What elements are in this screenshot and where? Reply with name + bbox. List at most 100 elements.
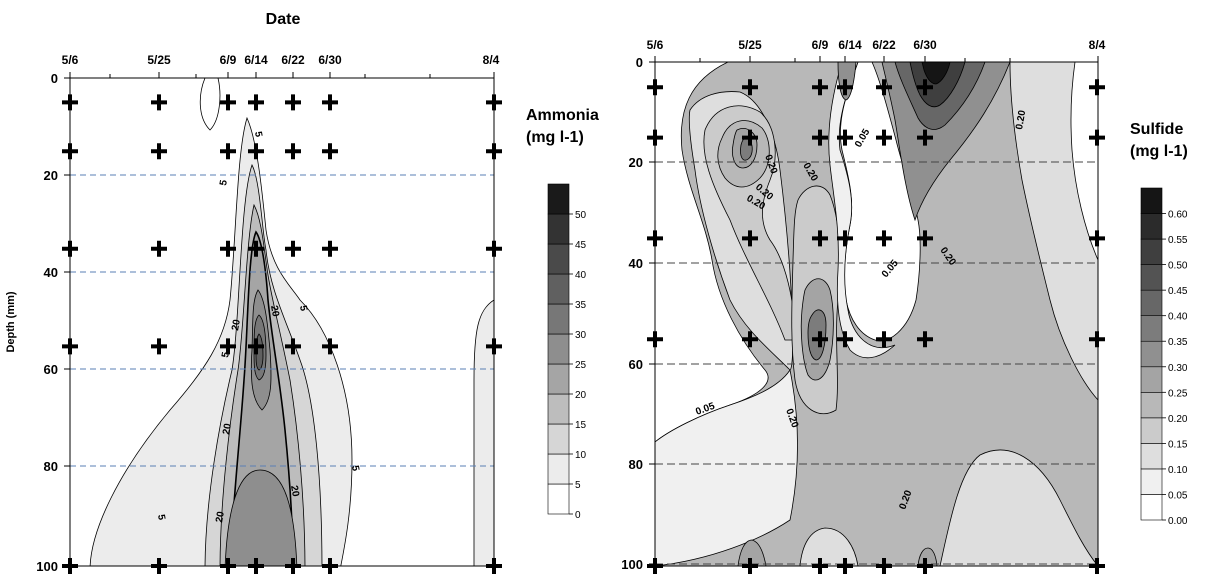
sample-marker — [322, 240, 338, 257]
colorbar-label: 0.45 — [1168, 286, 1188, 297]
sample-marker — [151, 240, 167, 257]
sample-marker — [812, 558, 828, 574]
x-tick-label: 6/30 — [913, 38, 937, 52]
colorbar-swatch — [1140, 366, 1163, 393]
colorbar-label: 35 — [575, 300, 587, 311]
sample-marker — [486, 558, 502, 574]
contour-label: 5 — [349, 465, 361, 473]
sample-marker — [285, 338, 301, 355]
y-tick-labels: 0 20 40 60 80 100 — [36, 71, 58, 574]
colorbar-label: 50 — [575, 210, 587, 221]
sample-marker — [647, 129, 663, 146]
x-axis-top: 5/6 5/25 6/9 6/14 6/22 6/30 8/4 — [647, 38, 1106, 62]
y-tick-label: 60 — [44, 362, 58, 377]
sample-marker — [486, 338, 502, 355]
sample-marker — [151, 558, 167, 574]
colorbar-swatch — [547, 483, 570, 515]
colorbar-label: 0.50 — [1168, 261, 1188, 272]
colorbar-swatch — [1140, 340, 1163, 368]
x-tick-label: 5/6 — [62, 53, 79, 67]
contour-label: 20 — [214, 510, 227, 523]
x-tick-label: 6/14 — [244, 53, 268, 67]
contour-label: 5 — [155, 514, 167, 522]
y-tick-label: 60 — [629, 357, 643, 372]
contour-label: 20 — [268, 305, 281, 318]
ammonia-contour-chart: Date 5 5 5 5 5 5 — [5, 11, 599, 574]
colorbar-label: 45 — [575, 240, 587, 251]
sample-marker — [322, 338, 338, 355]
sample-marker — [837, 558, 853, 574]
sample-marker — [151, 94, 167, 111]
y-tick-label: 20 — [44, 168, 58, 183]
sample-marker — [876, 230, 892, 247]
contour-region-right-white — [1070, 62, 1098, 261]
y-axis: 0 20 40 60 80 100 — [621, 55, 655, 572]
sample-marker — [486, 94, 502, 111]
contour-region-bottom-left — [799, 527, 859, 566]
contour-region-bottom-right — [939, 449, 1098, 566]
sample-marker — [220, 94, 236, 111]
sample-marker — [837, 230, 853, 247]
sample-marker — [322, 143, 338, 160]
sample-marker — [876, 331, 892, 348]
sample-marker — [220, 240, 236, 257]
x-tick-label: 6/22 — [872, 38, 896, 52]
colorbar-label: 30 — [575, 330, 587, 341]
colorbar-label: 0.35 — [1168, 337, 1188, 348]
y-tick-label: 80 — [44, 459, 58, 474]
sample-marker — [248, 338, 264, 355]
contour-label: 5 — [297, 305, 309, 313]
sample-marker — [220, 143, 236, 160]
sample-marker — [220, 558, 236, 574]
colorbar-swatch — [547, 423, 570, 455]
sample-marker — [812, 230, 828, 247]
x-tick-label: 6/30 — [318, 53, 342, 67]
sample-marker — [62, 94, 78, 111]
sample-marker — [917, 331, 933, 348]
colorbar-swatch — [1140, 264, 1163, 291]
y-tick-label: 40 — [44, 265, 58, 280]
contour-region-bottom-dark2 — [917, 547, 938, 566]
colorbar-title: Ammonia — [526, 107, 599, 124]
sample-marker — [876, 558, 892, 574]
sample-marker — [486, 143, 502, 160]
sample-marker — [1089, 79, 1105, 96]
sample-marker — [62, 143, 78, 160]
x-tick-label: 6/22 — [281, 53, 305, 67]
colorbar-swatch — [1140, 213, 1163, 240]
colorbar-label: 0.55 — [1168, 235, 1188, 246]
contour-label: 20 — [230, 318, 243, 331]
sample-marker — [248, 143, 264, 160]
colorbar-swatch — [1140, 392, 1163, 419]
contour-labels: 5 5 5 5 5 5 20 20 20 20 20 — [155, 131, 361, 524]
sample-marker — [812, 79, 828, 96]
contour-region-center-035 — [807, 309, 827, 361]
colorbar-swatch — [547, 363, 570, 395]
sulfide-contour-fills — [655, 62, 1098, 566]
y-tick-label: 80 — [629, 457, 643, 472]
contour-region-peak-050 — [909, 62, 966, 108]
contour-label: 5 — [218, 179, 230, 187]
contour-region-005-center — [828, 62, 896, 359]
contour-band-5-right — [473, 299, 494, 566]
colorbar-swatch — [547, 333, 570, 365]
colorbar-label: 10 — [575, 450, 587, 461]
colorbar-label: 0.05 — [1168, 490, 1188, 501]
x-tick-label: 6/9 — [812, 38, 829, 52]
contour-region-left-005 — [655, 368, 798, 566]
sample-markers — [62, 94, 502, 574]
sample-marker — [876, 129, 892, 146]
colorbar-swatch — [547, 183, 570, 215]
sample-marker — [742, 558, 758, 574]
sample-marker — [647, 230, 663, 247]
x-axis-top: 5/6 5/25 6/9 6/14 6/22 6/30 8/4 — [62, 53, 500, 78]
y-tick-label: 100 — [36, 559, 58, 574]
sulfide-contour-chart: 0.20 0.20 0.20 0.20 0.20 0.20 0.20 0.05 … — [621, 38, 1188, 574]
colorbar-swatch — [547, 303, 570, 335]
sample-marker — [248, 94, 264, 111]
sample-marker — [220, 338, 236, 355]
colorbar-unit: (mg l-1) — [1130, 143, 1188, 160]
colorbar-label: 0.20 — [1168, 414, 1188, 425]
contour-label: 20 — [288, 485, 301, 498]
